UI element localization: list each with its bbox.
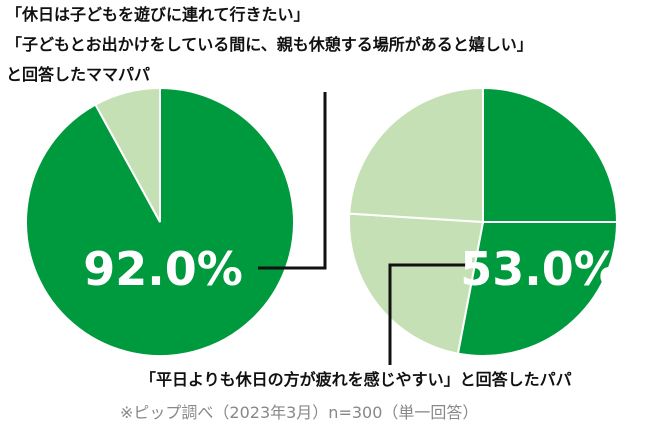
annotation: 「子どもとお出かけをしている間に、親も休憩する場所があると嬉しい」 [6, 35, 533, 54]
source: ※ピップ調べ（2023年3月）n=300（単一回答） [120, 403, 478, 422]
callout-line [388, 263, 470, 365]
annotation: と回答したママパパ [6, 65, 150, 84]
pie-slice [456, 221, 619, 357]
pie-slice [348, 86, 484, 224]
center-label: 92.0% [83, 242, 243, 296]
annotation: 「休日は子どもを遊びに連れて行きたい」 [6, 5, 310, 24]
pies [25, 86, 619, 357]
pie-slice [348, 212, 485, 355]
pie-slice [482, 86, 619, 223]
annotation: 「平日よりも休日の方が疲れを感じやすい」と回答したパパ [140, 370, 572, 389]
callout-line [258, 92, 327, 270]
pie-slice [94, 86, 161, 223]
center-label: 53.0% [460, 242, 620, 296]
